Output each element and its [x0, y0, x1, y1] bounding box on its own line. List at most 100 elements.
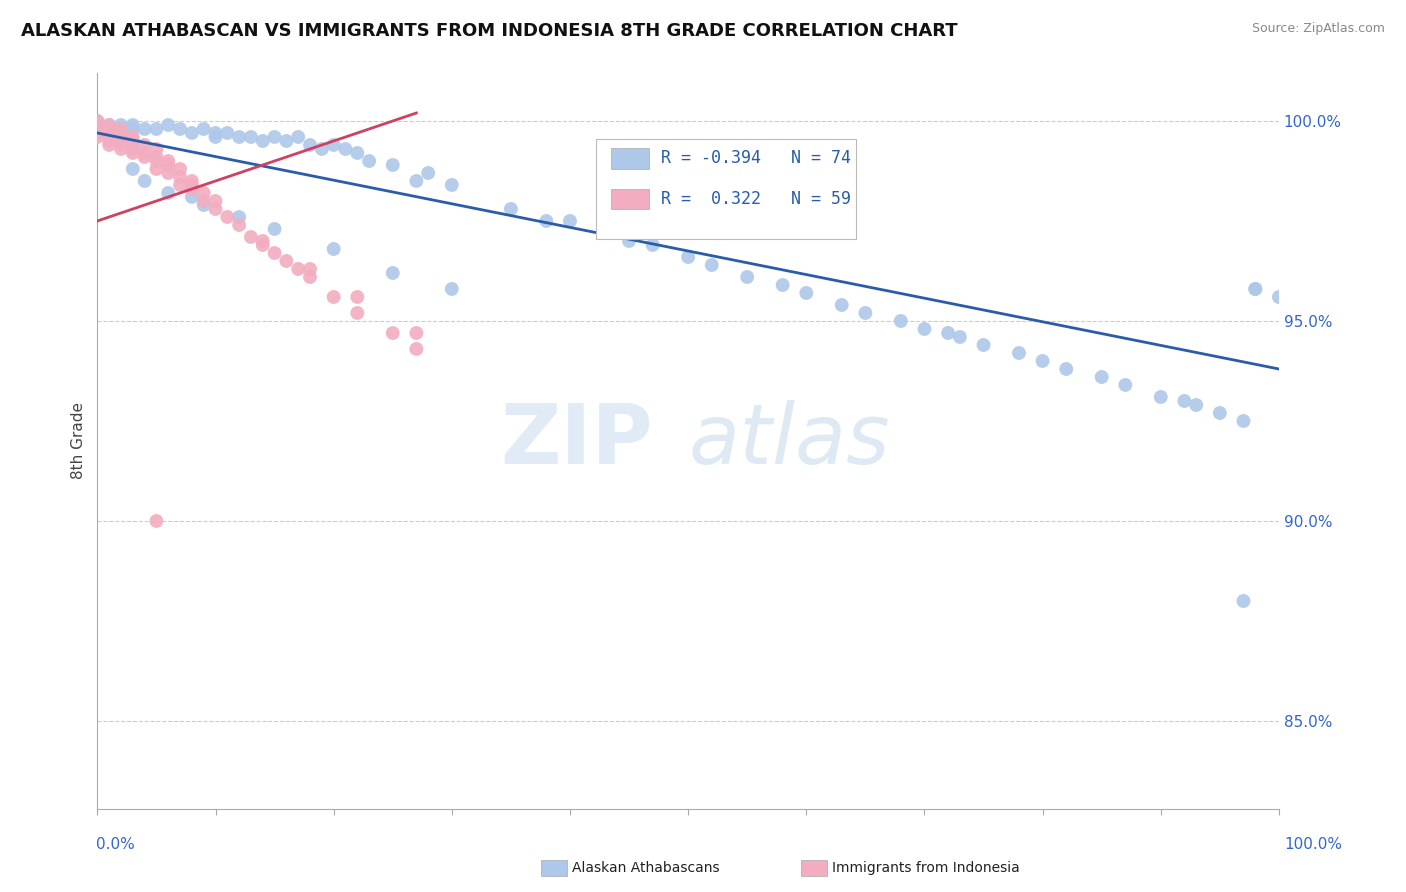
Text: atlas: atlas [688, 401, 890, 482]
Point [617, 234, 640, 248]
Point [676, 250, 699, 264]
Point [110, 130, 132, 145]
Point [239, 230, 262, 244]
Point [228, 210, 250, 224]
FancyBboxPatch shape [596, 139, 856, 238]
Point [217, 210, 239, 224]
Point [1185, 398, 1208, 412]
Point [405, 326, 427, 340]
Text: ZIP: ZIP [501, 401, 652, 482]
Point [98, 126, 121, 140]
Point [1209, 406, 1232, 420]
Point [121, 122, 143, 136]
Point [134, 150, 156, 164]
Text: ALASKAN ATHABASCAN VS IMMIGRANTS FROM INDONESIA 8TH GRADE CORRELATION CHART: ALASKAN ATHABASCAN VS IMMIGRANTS FROM IN… [21, 22, 957, 40]
Point [263, 246, 285, 260]
Point [890, 314, 912, 328]
Point [157, 186, 180, 200]
Point [440, 178, 463, 192]
Point [145, 150, 167, 164]
FancyBboxPatch shape [612, 148, 650, 169]
Point [1054, 362, 1077, 376]
Point [86, 114, 108, 128]
Point [772, 277, 794, 292]
Point [98, 122, 121, 136]
Point [914, 322, 936, 336]
Point [121, 118, 143, 132]
Point [299, 270, 322, 285]
Point [180, 174, 202, 188]
Point [346, 290, 368, 304]
Point [973, 338, 995, 352]
Point [949, 330, 972, 344]
Point [193, 198, 215, 212]
Point [169, 122, 191, 136]
Point [1032, 354, 1054, 368]
Point [252, 134, 274, 148]
Point [1150, 390, 1173, 404]
Point [322, 242, 344, 256]
Point [180, 126, 202, 140]
Point [335, 142, 357, 156]
Text: 0.0%: 0.0% [96, 838, 135, 852]
Point [110, 134, 132, 148]
Point [287, 130, 309, 145]
Point [169, 169, 191, 184]
Point [1232, 414, 1254, 428]
Point [263, 130, 285, 145]
Point [239, 130, 262, 145]
Point [700, 258, 723, 272]
Point [252, 234, 274, 248]
Point [346, 306, 368, 320]
Point [86, 122, 108, 136]
Point [145, 153, 167, 168]
Point [86, 114, 108, 128]
Point [121, 142, 143, 156]
Point [536, 214, 558, 228]
Point [180, 182, 202, 196]
Text: Alaskan Athabascans: Alaskan Athabascans [572, 861, 720, 875]
Point [157, 166, 180, 180]
Point [98, 118, 121, 132]
Text: 100.0%: 100.0% [1285, 838, 1343, 852]
Point [110, 126, 132, 140]
Point [86, 118, 108, 132]
Point [204, 202, 226, 216]
Point [440, 282, 463, 296]
Point [299, 262, 322, 277]
Point [311, 142, 333, 156]
Point [936, 326, 959, 340]
FancyBboxPatch shape [612, 188, 650, 209]
Point [169, 178, 191, 192]
Point [381, 266, 404, 280]
Point [98, 130, 121, 145]
Point [228, 218, 250, 232]
Point [735, 270, 758, 285]
Point [418, 166, 440, 180]
Point [595, 226, 617, 240]
Point [134, 122, 156, 136]
Point [157, 158, 180, 172]
Point [359, 153, 381, 168]
Point [169, 161, 191, 176]
Point [121, 146, 143, 161]
Point [1091, 370, 1114, 384]
Point [1008, 346, 1031, 360]
Point [1244, 282, 1267, 296]
Point [1268, 290, 1291, 304]
Point [322, 138, 344, 153]
Point [121, 138, 143, 153]
Point [381, 326, 404, 340]
Point [98, 134, 121, 148]
Point [1114, 378, 1136, 392]
Point [121, 130, 143, 145]
Point [405, 342, 427, 356]
Point [86, 130, 108, 145]
Text: R =  0.322   N = 59: R = 0.322 N = 59 [661, 190, 851, 208]
Point [204, 194, 226, 208]
Point [287, 262, 309, 277]
Point [193, 122, 215, 136]
Point [98, 118, 121, 132]
Point [157, 118, 180, 132]
Point [641, 238, 664, 252]
